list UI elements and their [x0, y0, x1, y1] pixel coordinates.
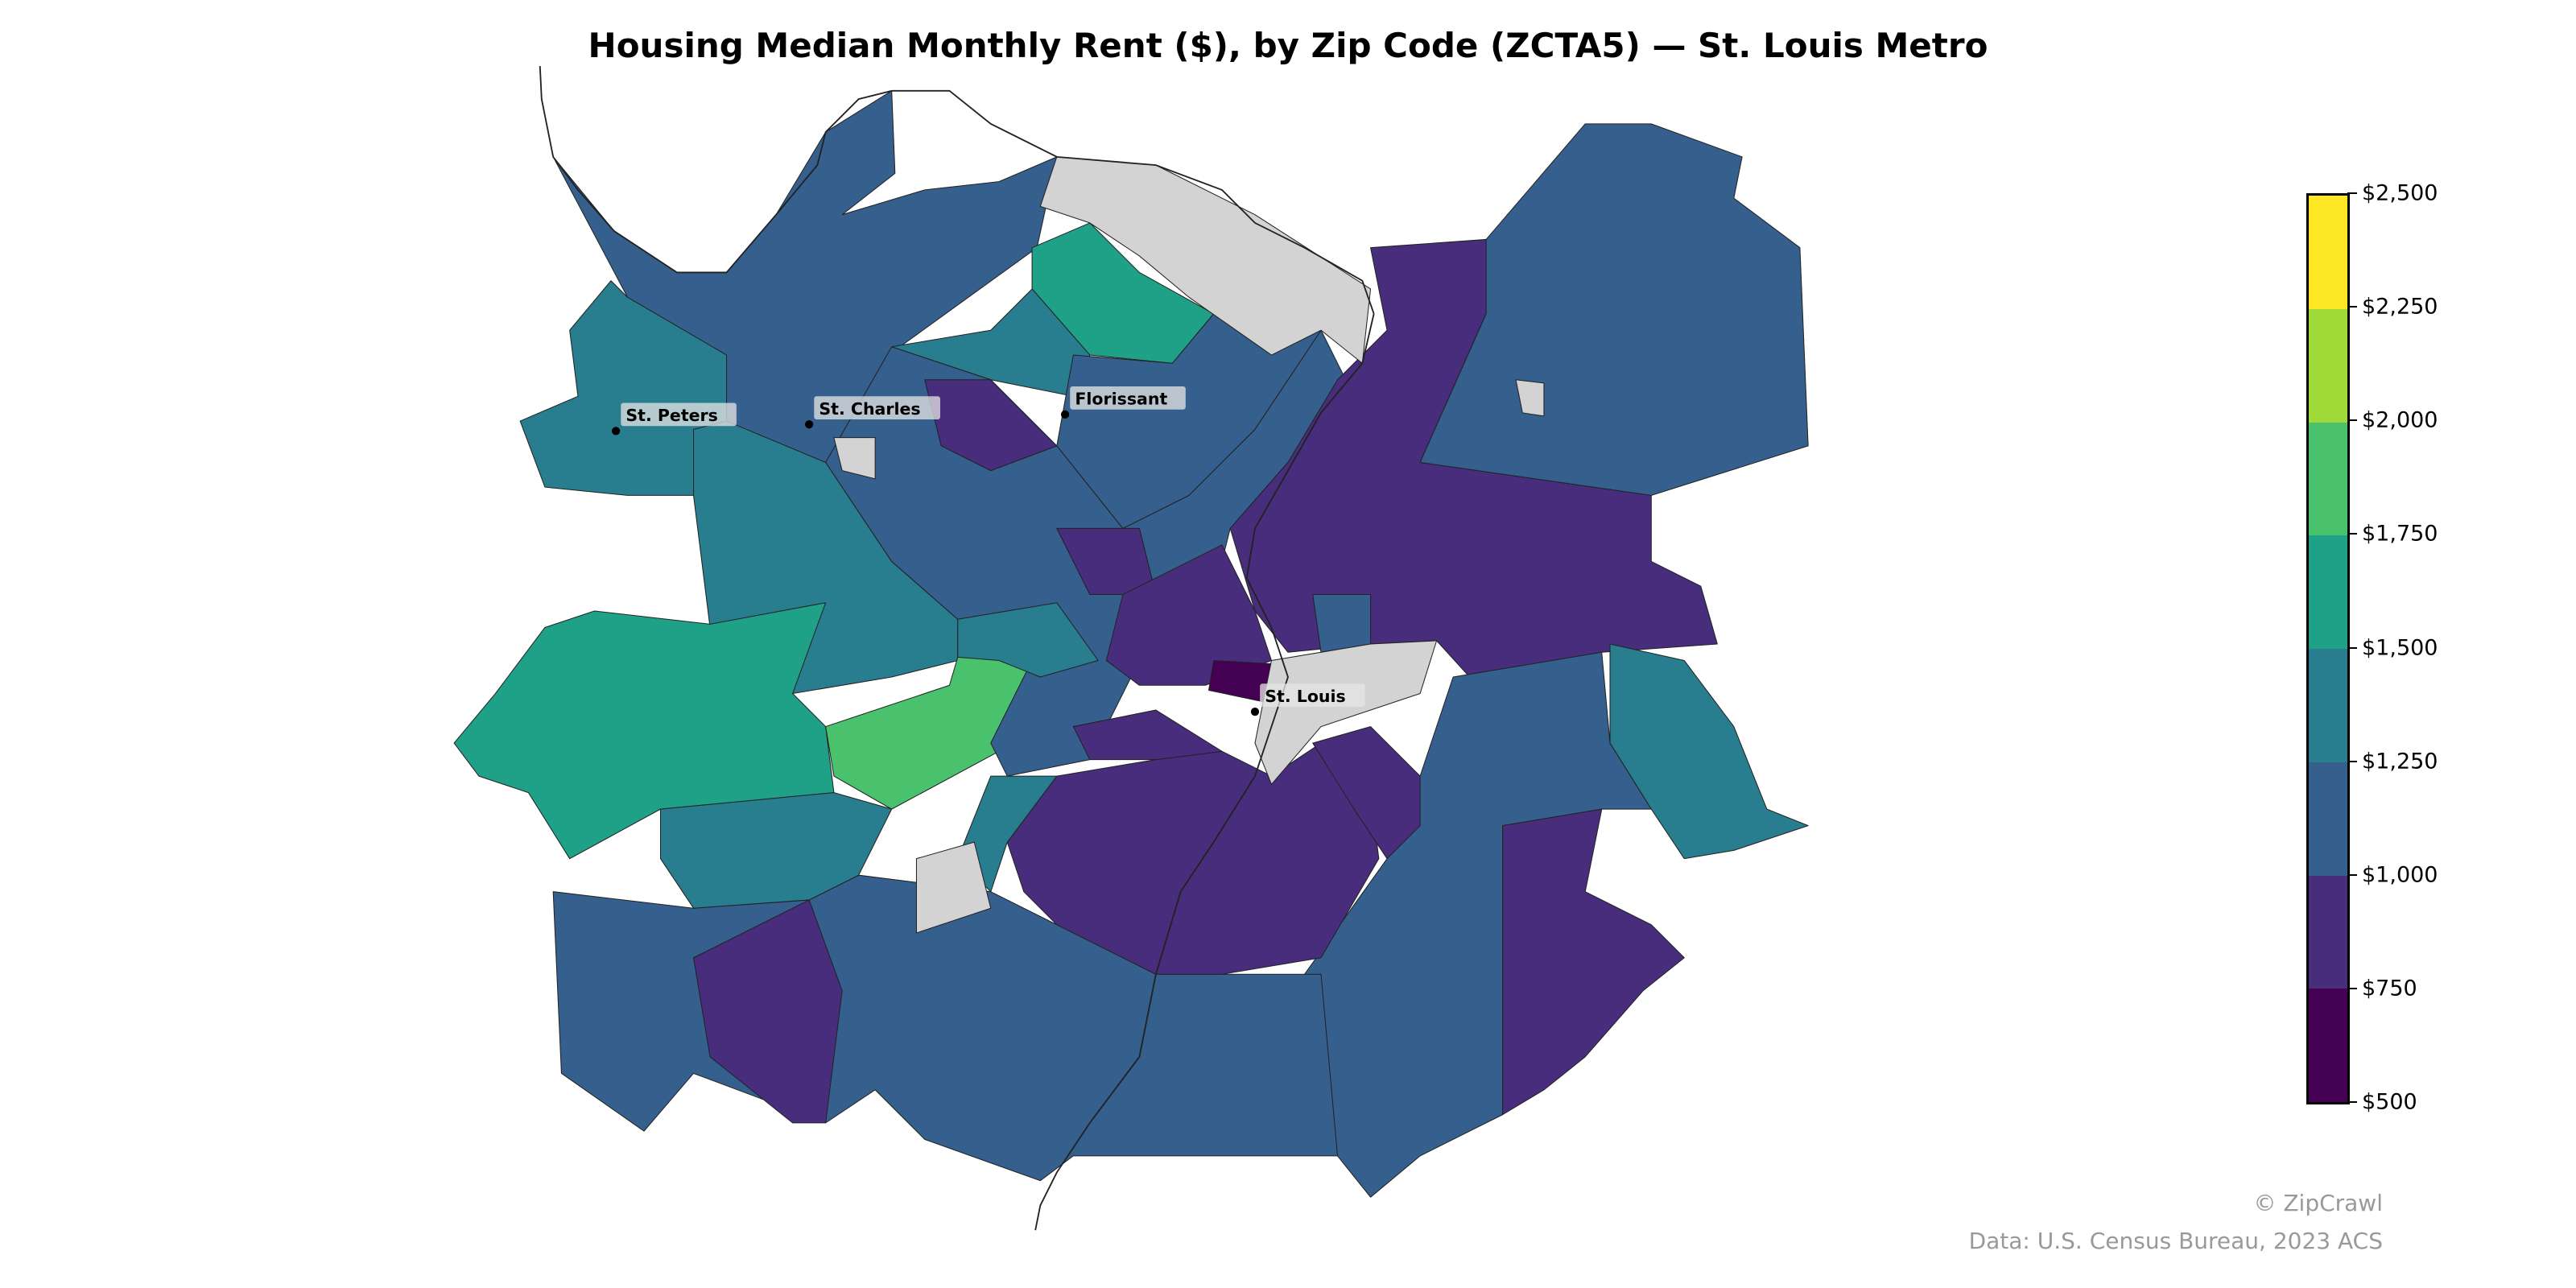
zip-region-no-data[interactable]: [915, 841, 992, 934]
colorbar-tick-label: $2,250: [2362, 294, 2438, 320]
river-line-missouri: [539, 66, 1375, 315]
city-label: St. Louis: [1265, 687, 1345, 706]
map-title: Housing Median Monthly Rent ($), by Zip …: [588, 26, 1988, 65]
colorbar-tick: [2347, 306, 2357, 308]
colorbar-tick: [2347, 1101, 2357, 1103]
zip-region-no-data[interactable]: [833, 437, 876, 480]
city-marker: St. Louis: [1250, 683, 1365, 716]
zip-region-no-data[interactable]: [1515, 379, 1545, 417]
colorbar-tick-label: $1,250: [2362, 749, 2438, 774]
colorbar-bin-4: [2309, 535, 2347, 649]
city-label: Florissant: [1075, 390, 1167, 409]
colorbar-tick: [2347, 419, 2357, 422]
zip-region[interactable]: [1419, 123, 1809, 496]
colorbar-bin-3: [2309, 649, 2347, 762]
city-label-background: [1070, 386, 1186, 410]
zip-region[interactable]: [1609, 643, 1809, 860]
zip-region[interactable]: [1502, 808, 1685, 1116]
zip-region[interactable]: [519, 280, 728, 496]
city-dot: [1060, 410, 1070, 419]
colorbar-tick-label: $1,500: [2362, 635, 2438, 660]
colorbar-tick-label: $1,000: [2362, 862, 2438, 888]
colorbar-bin-6: [2309, 308, 2347, 423]
colorbar-tick: [2347, 760, 2357, 762]
source-text: Data: U.S. Census Bureau, 2023 ACS: [1968, 1228, 2383, 1254]
city-dot: [612, 427, 621, 436]
city-label-background: [814, 396, 940, 420]
city-dot: [1250, 707, 1260, 716]
colorbar-tick: [2347, 873, 2357, 876]
colorbar-tick-label: $500: [2362, 1089, 2417, 1115]
city-marker: Florissant: [1060, 386, 1186, 419]
city-dot: [805, 420, 814, 429]
colorbar-tick-label: $1,750: [2362, 521, 2438, 547]
zip-region[interactable]: [659, 792, 893, 909]
colorbar-tick: [2347, 987, 2357, 989]
colorbar-tick-label: $750: [2362, 976, 2417, 1001]
colorbar-tick-label: $2,000: [2362, 407, 2438, 433]
zip-region[interactable]: [1312, 593, 1372, 653]
city-label-background: [1260, 683, 1365, 707]
city-marker: St. Peters: [612, 402, 737, 436]
zip-region[interactable]: [1072, 709, 1223, 761]
city-label-background: [621, 402, 737, 427]
colorbar-bin-2: [2309, 762, 2347, 876]
colorbar-bin-5: [2309, 422, 2347, 536]
colorbar-bin-1: [2309, 875, 2347, 989]
zip-region[interactable]: [1312, 726, 1421, 860]
zip-region[interactable]: [693, 899, 843, 1124]
river-line-mississippi: [1034, 313, 1375, 1231]
colorbar-bin-0: [2309, 989, 2347, 1102]
zip-region[interactable]: [924, 379, 1058, 472]
zip-region[interactable]: [957, 602, 1099, 678]
city-marker: St. Charles: [805, 396, 940, 429]
colorbar: [2306, 193, 2350, 1104]
colorbar-bin-7: [2309, 196, 2347, 309]
city-label: St. Charles: [819, 399, 920, 419]
colorbar-tick: [2347, 533, 2357, 535]
credit-text: © ZipCrawl: [2253, 1190, 2383, 1216]
zip-region[interactable]: [453, 602, 835, 860]
zip-region-no-data[interactable]: [1254, 640, 1438, 785]
colorbar-tick: [2347, 192, 2357, 194]
zip-region[interactable]: [1056, 313, 1322, 529]
colorbar-tick: [2347, 646, 2357, 649]
city-label: St. Peters: [625, 406, 717, 425]
colorbar-tick-label: $2,500: [2362, 180, 2438, 206]
